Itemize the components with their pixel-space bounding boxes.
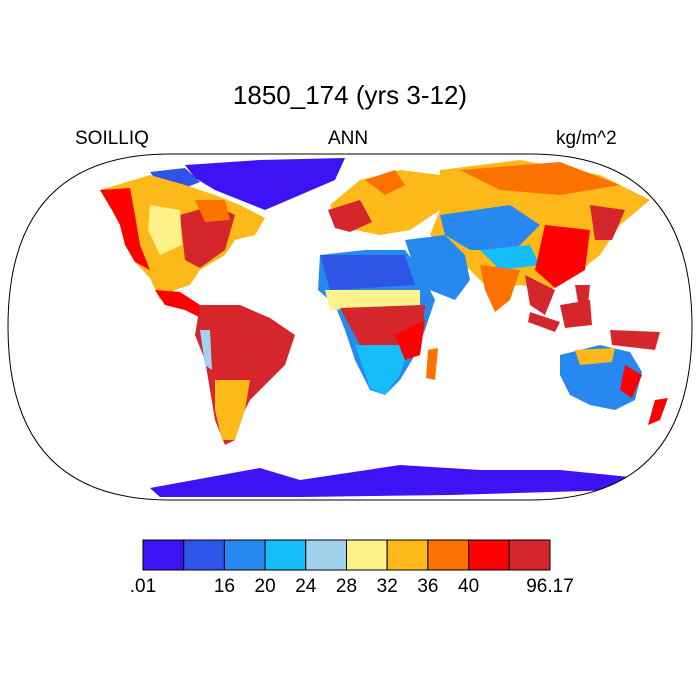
india bbox=[480, 265, 520, 312]
north-america-plains bbox=[148, 205, 182, 255]
east-asia bbox=[535, 225, 590, 288]
colorbar-tick-label: .01 bbox=[130, 576, 156, 597]
units-label: kg/m^2 bbox=[556, 128, 617, 149]
australia-east bbox=[620, 365, 642, 398]
south-america-south bbox=[215, 380, 250, 440]
land-fill-group bbox=[100, 158, 668, 497]
north-america-west bbox=[100, 188, 150, 270]
new-guinea bbox=[610, 330, 660, 350]
colorbar-swatch bbox=[142, 539, 185, 571]
colorbar-swatch bbox=[386, 539, 429, 571]
south-america-west bbox=[200, 330, 212, 370]
tibet bbox=[480, 245, 540, 270]
southeast-asia bbox=[525, 275, 555, 315]
colorbar-tick-label: 40 bbox=[458, 576, 479, 597]
colorbar-tick-label: 20 bbox=[255, 576, 276, 597]
colorbar-swatch bbox=[183, 539, 225, 571]
scandinavia bbox=[365, 170, 405, 195]
middle-east-land bbox=[405, 235, 470, 300]
colorbar-swatch bbox=[264, 539, 307, 571]
colorbar-tick-label: 24 bbox=[295, 576, 317, 597]
philippines bbox=[575, 285, 590, 305]
colorbar-swatch bbox=[427, 539, 470, 571]
australia-north bbox=[575, 348, 615, 365]
variable-label: SOILLIQ bbox=[75, 128, 149, 149]
madagascar bbox=[426, 348, 438, 380]
period-label: ANN bbox=[328, 128, 369, 149]
new-zealand bbox=[648, 398, 668, 425]
europe-west bbox=[328, 200, 372, 232]
colorbar-swatch bbox=[468, 539, 510, 571]
colorbar-swatch bbox=[346, 539, 388, 571]
siberia-north bbox=[460, 162, 620, 195]
colorbar-swatch bbox=[223, 539, 266, 571]
greenland-land bbox=[185, 158, 345, 210]
sahara bbox=[320, 255, 415, 290]
east-africa-red bbox=[395, 320, 425, 360]
colorbar-swatch bbox=[508, 539, 551, 571]
central-asia-dry bbox=[440, 205, 540, 250]
far-east bbox=[590, 205, 625, 240]
antarctica-land bbox=[150, 465, 640, 497]
colorbar-tick-label: 32 bbox=[377, 576, 398, 597]
hudson-bay-area bbox=[195, 200, 230, 222]
map-title: 1850_174 (yrs 3-12) bbox=[232, 80, 468, 110]
north-america-east bbox=[180, 205, 235, 268]
sahel bbox=[325, 290, 420, 310]
colorbar-tick-label: 28 bbox=[336, 576, 357, 597]
colorbar-tick-label: 36 bbox=[417, 576, 438, 597]
southern-africa bbox=[355, 345, 410, 395]
colorbar-swatch bbox=[305, 539, 347, 571]
borneo bbox=[560, 300, 592, 328]
colorbar-tick-label: 96.17 bbox=[526, 576, 574, 597]
globe-outline bbox=[7, 153, 693, 501]
sumatra bbox=[528, 312, 560, 332]
colorbar-tick-label: 16 bbox=[214, 576, 235, 597]
